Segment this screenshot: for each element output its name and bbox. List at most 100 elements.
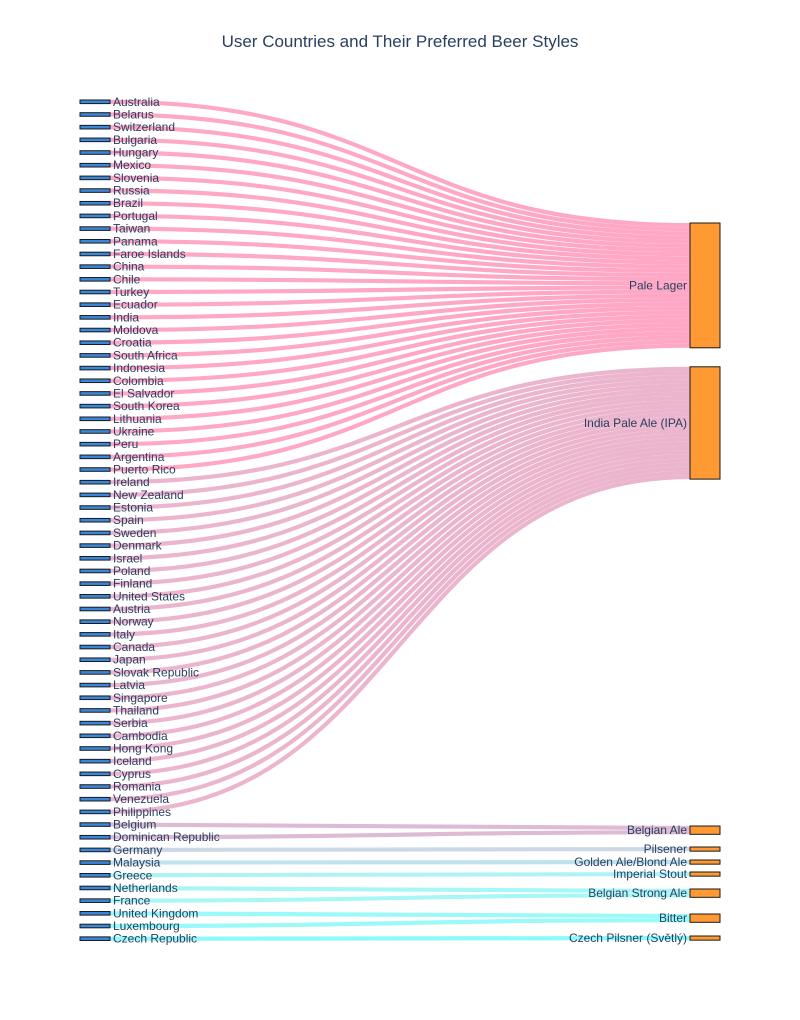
source-node-russia[interactable] bbox=[79, 188, 111, 193]
link-new-zealand bbox=[109, 370, 691, 497]
source-node-panama[interactable] bbox=[79, 238, 111, 244]
source-node-indonesia[interactable] bbox=[79, 365, 111, 371]
source-node-singapore[interactable] bbox=[79, 695, 111, 701]
source-node-moldova[interactable] bbox=[79, 327, 111, 333]
target-node-india-pale-ale-ipa[interactable] bbox=[689, 366, 721, 480]
link-hungary bbox=[109, 150, 691, 244]
source-node-south-korea[interactable] bbox=[79, 403, 111, 409]
source-node-thailand[interactable] bbox=[79, 708, 111, 713]
source-node-belgium[interactable] bbox=[79, 822, 111, 827]
source-node-sweden[interactable] bbox=[79, 530, 111, 536]
source-node-czech-republic[interactable] bbox=[79, 936, 111, 941]
source-node-turkey[interactable] bbox=[79, 289, 111, 295]
source-node-el-salvador[interactable] bbox=[79, 391, 111, 396]
source-node-portugal[interactable] bbox=[79, 213, 111, 219]
source-node-iceland[interactable] bbox=[79, 758, 111, 764]
source-node-australia[interactable] bbox=[79, 99, 111, 105]
source-node-china[interactable] bbox=[79, 264, 111, 269]
target-label-golden-ale-blond-ale: Golden Ale/Blond Ale bbox=[574, 855, 687, 869]
target-node-czech-pilsner-sv-tl[interactable] bbox=[689, 935, 721, 941]
target-node-pilsener[interactable] bbox=[689, 846, 721, 852]
source-label-spain: Spain bbox=[113, 513, 144, 527]
source-label-greece: Greece bbox=[113, 868, 153, 882]
source-node-austria[interactable] bbox=[79, 606, 111, 612]
source-label-estonia: Estonia bbox=[113, 501, 153, 515]
source-node-cambodia[interactable] bbox=[79, 733, 111, 739]
source-node-united-states[interactable] bbox=[79, 594, 111, 599]
source-label-south-korea: South Korea bbox=[113, 399, 180, 413]
source-label-portugal: Portugal bbox=[113, 209, 158, 223]
source-node-brazil[interactable] bbox=[79, 200, 111, 206]
target-node-golden-ale-blond-ale[interactable] bbox=[689, 859, 721, 865]
source-node-faroe-islands[interactable] bbox=[79, 251, 111, 257]
source-node-venezuela[interactable] bbox=[79, 796, 111, 802]
source-node-canada[interactable] bbox=[79, 644, 111, 650]
link-colombia bbox=[109, 314, 691, 383]
source-node-ecuador[interactable] bbox=[79, 302, 111, 307]
source-node-japan[interactable] bbox=[79, 657, 111, 663]
source-node-germany[interactable] bbox=[79, 847, 111, 853]
source-node-norway[interactable] bbox=[79, 619, 111, 624]
source-node-belarus[interactable] bbox=[79, 112, 111, 117]
source-node-croatia[interactable] bbox=[79, 340, 111, 346]
source-node-philippines[interactable] bbox=[79, 809, 111, 815]
link-bulgaria bbox=[109, 137, 691, 240]
link-cyprus bbox=[109, 462, 691, 776]
source-node-poland[interactable] bbox=[79, 568, 111, 574]
source-node-romania[interactable] bbox=[79, 784, 111, 789]
source-node-spain[interactable] bbox=[79, 517, 111, 523]
source-node-colombia[interactable] bbox=[79, 378, 111, 384]
source-node-greece[interactable] bbox=[79, 872, 111, 878]
source-node-luxembourg[interactable] bbox=[79, 923, 111, 929]
target-label-bitter: Bitter bbox=[659, 911, 687, 925]
source-node-puerto-rico[interactable] bbox=[79, 467, 111, 472]
source-node-finland[interactable] bbox=[79, 581, 111, 586]
source-node-israel[interactable] bbox=[79, 555, 111, 561]
target-node-bitter[interactable] bbox=[689, 913, 721, 923]
source-node-netherlands[interactable] bbox=[79, 885, 111, 891]
source-node-taiwan[interactable] bbox=[79, 226, 111, 231]
source-node-hungary[interactable] bbox=[79, 150, 111, 155]
source-node-hong-kong[interactable] bbox=[79, 746, 111, 751]
source-node-argentina[interactable] bbox=[79, 454, 111, 460]
source-node-lithuania[interactable] bbox=[79, 416, 111, 422]
source-node-italy[interactable] bbox=[79, 632, 111, 637]
link-sweden bbox=[109, 383, 691, 535]
source-label-luxembourg: Luxembourg bbox=[113, 919, 180, 933]
source-node-united-kingdom[interactable] bbox=[79, 911, 111, 916]
source-node-slovenia[interactable] bbox=[79, 175, 111, 181]
source-label-germany: Germany bbox=[113, 843, 162, 857]
link-greece bbox=[109, 872, 691, 878]
source-label-croatia: Croatia bbox=[113, 336, 152, 350]
source-node-france[interactable] bbox=[79, 898, 111, 903]
target-node-pale-lager[interactable] bbox=[689, 222, 721, 349]
source-node-ireland[interactable] bbox=[79, 479, 111, 485]
source-node-new-zealand[interactable] bbox=[79, 492, 111, 498]
source-node-south-africa[interactable] bbox=[79, 353, 111, 358]
source-node-malaysia[interactable] bbox=[79, 860, 111, 865]
source-node-slovak-republic[interactable] bbox=[79, 670, 111, 675]
source-label-united-kingdom: United Kingdom bbox=[113, 906, 198, 920]
target-node-belgian-ale[interactable] bbox=[689, 825, 721, 835]
link-argentina bbox=[109, 339, 691, 459]
source-node-switzerland[interactable] bbox=[79, 124, 111, 130]
source-node-peru[interactable] bbox=[79, 441, 111, 447]
source-node-mexico[interactable] bbox=[79, 162, 111, 168]
source-node-serbia[interactable] bbox=[79, 720, 111, 726]
link-moldova bbox=[109, 297, 691, 333]
source-node-dominican-republic[interactable] bbox=[79, 834, 111, 840]
source-node-cyprus[interactable] bbox=[79, 771, 111, 777]
link-denmark bbox=[109, 387, 691, 548]
target-label-india-pale-ale-ipa: India Pale Ale (IPA) bbox=[584, 416, 687, 430]
source-node-denmark[interactable] bbox=[79, 543, 111, 548]
source-node-estonia[interactable] bbox=[79, 505, 111, 510]
source-node-india[interactable] bbox=[79, 315, 111, 320]
source-node-latvia[interactable] bbox=[79, 682, 111, 688]
source-node-chile[interactable] bbox=[79, 277, 111, 282]
link-malaysia bbox=[109, 860, 691, 865]
source-node-bulgaria[interactable] bbox=[79, 137, 111, 143]
target-node-imperial-stout[interactable] bbox=[689, 871, 721, 877]
target-node-belgian-strong-ale[interactable] bbox=[689, 888, 721, 898]
source-label-turkey: Turkey bbox=[113, 285, 149, 299]
source-node-ukraine[interactable] bbox=[79, 429, 111, 434]
